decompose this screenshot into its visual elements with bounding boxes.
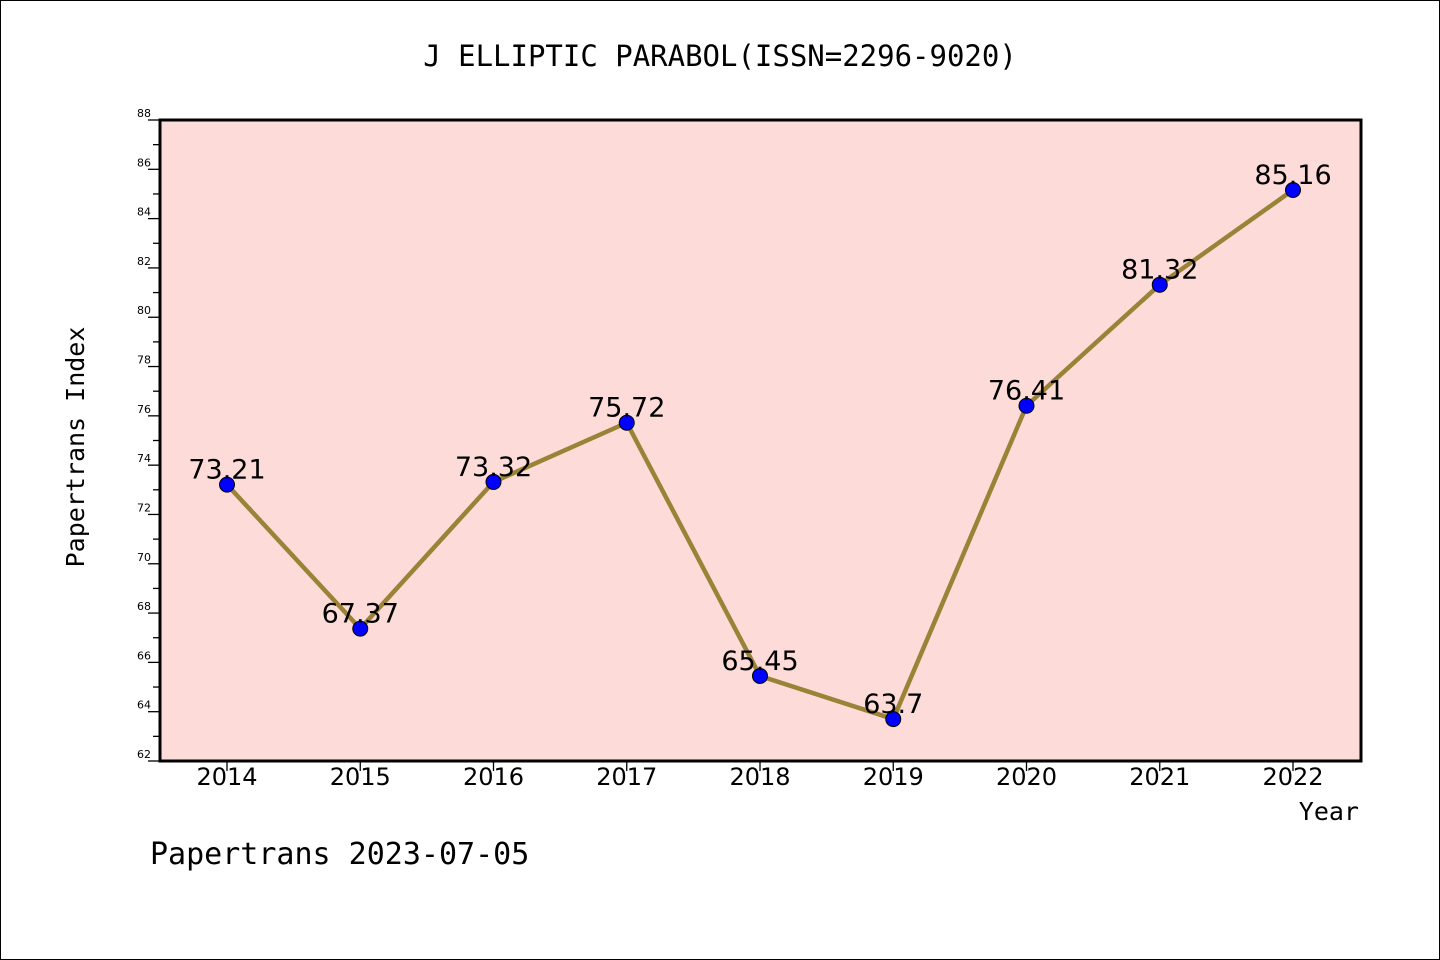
y-axis-label: Papertrans Index bbox=[61, 327, 90, 568]
y-tick-label: 74 bbox=[137, 452, 151, 465]
y-tick-label: 82 bbox=[137, 255, 151, 268]
y-tick-label: 76 bbox=[137, 403, 151, 416]
x-tick-label: 2018 bbox=[729, 763, 790, 791]
x-axis-ticks: 2014 2015 2016 2017 2018 2019 2020 2021 2022 bbox=[196, 761, 1324, 791]
data-markers bbox=[219, 182, 1301, 728]
data-label: 73.21 bbox=[188, 455, 265, 486]
chart-title: J ELLIPTIC PARABOL(ISSN=2296-9020) bbox=[423, 39, 1017, 73]
data-label: 63.7 bbox=[863, 689, 923, 720]
data-label: 67.37 bbox=[322, 599, 399, 630]
y-tick-label: 62 bbox=[137, 748, 151, 761]
y-axis-ticks: 62 64 66 68 70 72 74 76 78 80 82 84 86 88 bbox=[137, 107, 160, 762]
data-labels: 73.21 67.37 73.32 75.72 65.45 63.7 76.41 81.32 8… bbox=[188, 160, 1331, 720]
data-label: 65.45 bbox=[721, 646, 798, 677]
y-tick-label: 88 bbox=[137, 107, 151, 120]
y-tick-label: 84 bbox=[137, 206, 151, 219]
x-tick-label: 2017 bbox=[596, 763, 657, 791]
plot-area bbox=[158, 118, 1363, 763]
y-tick-label: 72 bbox=[137, 501, 151, 514]
x-tick-label: 2014 bbox=[196, 763, 257, 791]
x-tick-label: 2015 bbox=[330, 763, 391, 791]
x-axis-label: Year bbox=[1299, 797, 1359, 826]
y-tick-label: 68 bbox=[137, 600, 151, 613]
data-point bbox=[485, 473, 502, 490]
y-tick-label: 64 bbox=[137, 699, 151, 712]
y-tick-label: 86 bbox=[137, 156, 151, 169]
data-point bbox=[1285, 182, 1301, 199]
y-tick-label: 80 bbox=[137, 304, 151, 317]
y-tick-label: 78 bbox=[137, 354, 151, 367]
data-point bbox=[752, 667, 768, 684]
data-point bbox=[885, 711, 902, 728]
data-label: 75.72 bbox=[588, 393, 665, 424]
data-point bbox=[352, 620, 369, 637]
data-label: 73.32 bbox=[455, 452, 532, 483]
footer-text: Papertrans 2023-07-05 bbox=[150, 837, 529, 872]
x-tick-label: 2021 bbox=[1129, 763, 1190, 791]
x-tick-label: 2022 bbox=[1262, 763, 1323, 791]
x-tick-label: 2016 bbox=[463, 763, 524, 791]
data-label: 76.41 bbox=[988, 376, 1065, 407]
data-point bbox=[618, 414, 635, 431]
x-tick-label: 2019 bbox=[863, 763, 924, 791]
data-label: 81.32 bbox=[1121, 255, 1198, 286]
y-tick-label: 66 bbox=[137, 649, 151, 662]
data-point bbox=[219, 476, 235, 493]
data-point bbox=[1018, 397, 1035, 414]
data-label: 85.16 bbox=[1254, 160, 1331, 191]
y-tick-label: 70 bbox=[137, 551, 151, 564]
data-point bbox=[1151, 276, 1168, 293]
x-tick-label: 2020 bbox=[996, 763, 1057, 791]
